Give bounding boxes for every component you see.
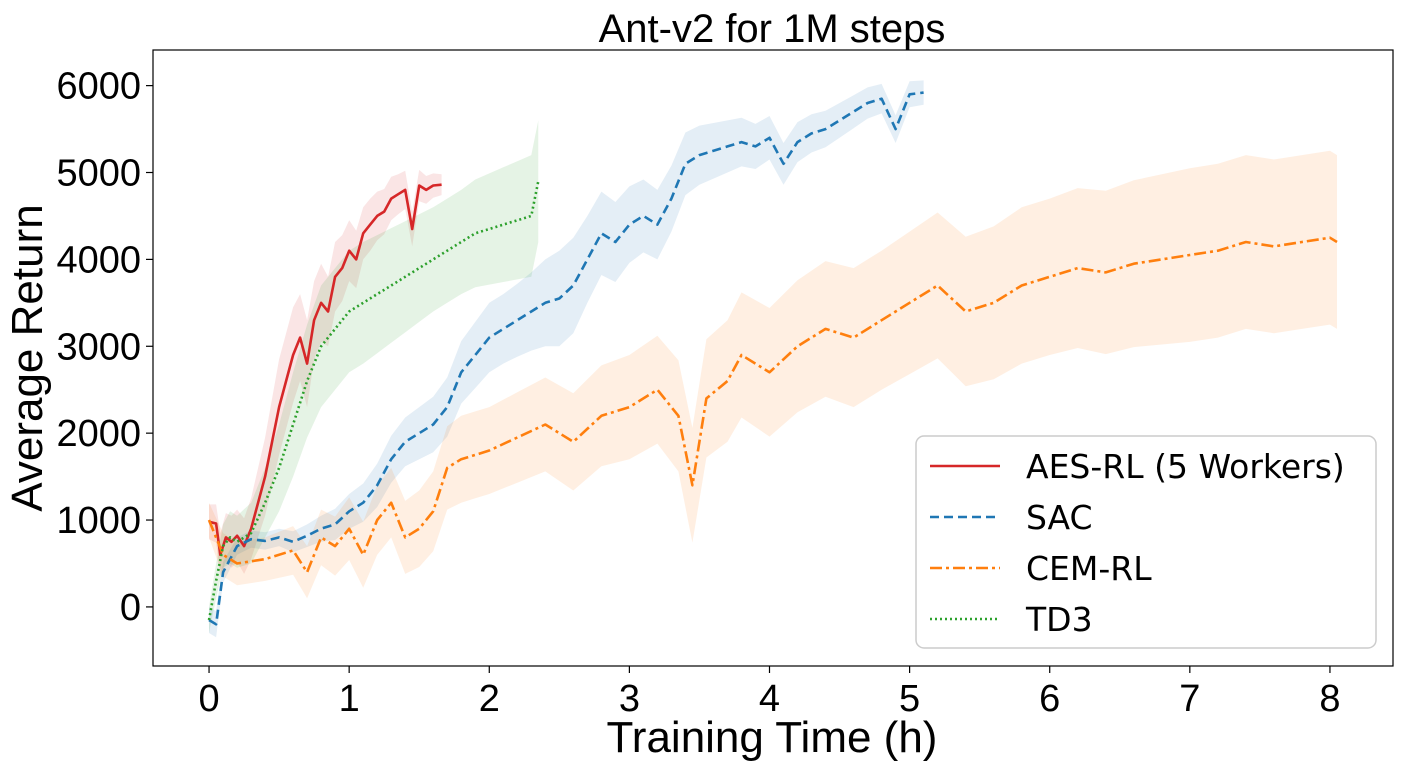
y-tick-label: 5000 — [56, 153, 141, 195]
legend-label-aes-rl-5-workers: AES-RL (5 Workers) — [1026, 447, 1345, 486]
legend-label-cem-rl: CEM-RL — [1026, 549, 1152, 588]
x-tick-label: 7 — [1179, 678, 1200, 720]
chart-title: Ant-v2 for 1M steps — [599, 7, 946, 51]
x-tick-label: 8 — [1319, 678, 1340, 720]
x-tick-label: 3 — [619, 678, 640, 720]
band-aes-rl-5-workers — [209, 169, 442, 577]
x-tick-label: 4 — [759, 678, 780, 720]
y-tick-label: 3000 — [56, 326, 141, 368]
series-line-cem-rl — [207, 236, 1338, 574]
confidence-bands — [209, 80, 1337, 638]
series-line-td3 — [207, 180, 540, 621]
y-tick-label: 2000 — [56, 413, 141, 455]
y-tick-label: 4000 — [56, 239, 141, 281]
legend-label-sac: SAC — [1026, 498, 1093, 537]
x-axis-label: Training Time (h) — [607, 713, 938, 762]
x-tick-label: 2 — [479, 678, 500, 720]
x-tick-label: 1 — [339, 678, 360, 720]
series-lines — [207, 91, 1338, 626]
x-tick-label: 0 — [198, 678, 219, 720]
plot-area-frame — [152, 49, 1394, 667]
series-line-sac — [208, 91, 924, 626]
x-tick-label: 5 — [899, 678, 920, 720]
legend-label-td3: TD3 — [1025, 600, 1093, 639]
y-axis-label: Average Return — [3, 204, 52, 511]
band-cem-rl — [209, 150, 1337, 599]
y-tick-label: 6000 — [56, 66, 141, 108]
x-axis-ticks: 0 1 2 3 4 5 6 7 8 — [198, 666, 1341, 720]
x-tick-label: 6 — [1039, 678, 1060, 720]
y-axis-ticks: 0 1000 2000 3000 4000 5000 6000 — [56, 66, 153, 629]
y-tick-label: 0 — [120, 587, 141, 629]
series-line-aes-rl-5-workers — [208, 183, 442, 557]
band-td3 — [209, 120, 539, 633]
legend-frame — [915, 435, 1377, 649]
y-tick-label: 1000 — [56, 500, 141, 542]
legend: AES-RL (5 Workers) SAC CEM-RL TD3 — [915, 435, 1377, 649]
